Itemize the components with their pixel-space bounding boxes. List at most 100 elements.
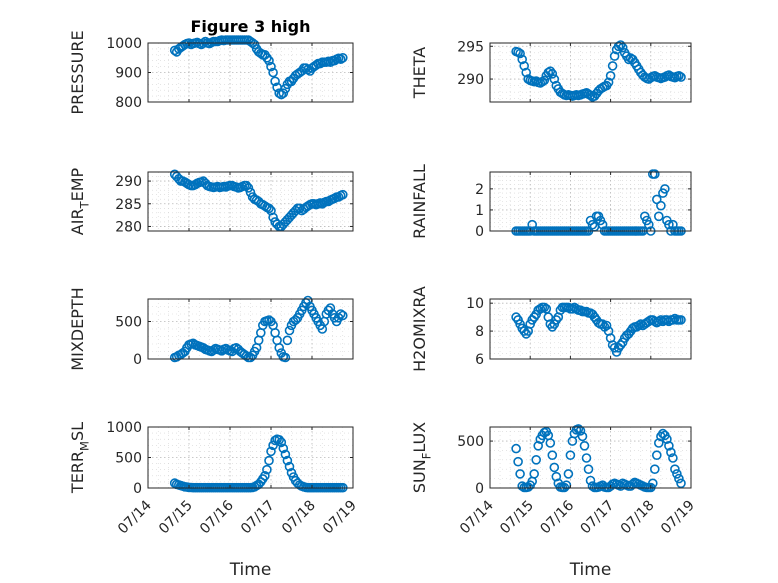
data-point xyxy=(521,67,532,78)
x-tick-label: 07/15 xyxy=(156,498,196,538)
data-point xyxy=(337,52,348,63)
data-point xyxy=(601,320,612,331)
data-point xyxy=(280,352,291,363)
data-point xyxy=(545,66,556,76)
axes-box xyxy=(489,42,692,103)
data-point xyxy=(579,440,590,451)
data-point xyxy=(335,54,346,65)
subplot-2: 290 295 THETA xyxy=(410,39,692,103)
data-point xyxy=(585,90,596,101)
x-tick-label: 07/19 xyxy=(320,498,360,538)
data-point xyxy=(549,74,560,84)
chart-title: Figure 3 high xyxy=(191,17,311,36)
data-point xyxy=(284,461,295,472)
data-point xyxy=(666,447,676,458)
y-axis-label: H2OMIXRA xyxy=(410,286,429,372)
subplot-7: 0 500 1000 07/14 07/15 07/16 07/17 07/18 07/19 TE… xyxy=(68,420,360,580)
data-point xyxy=(676,478,686,489)
data-point xyxy=(249,39,260,50)
data-point xyxy=(543,67,554,78)
data-point xyxy=(264,55,274,66)
data-point xyxy=(549,462,560,473)
data-point xyxy=(664,440,674,451)
data-point xyxy=(662,434,672,445)
data-point xyxy=(513,47,523,58)
subplot-4: 0 1 2 RAINFALL xyxy=(410,164,692,240)
subplot-8: 0 500 07/14 07/15 07/16 07/17 07/18 07/19 SUNFLU… xyxy=(410,422,698,580)
data-point xyxy=(587,219,598,230)
data-point xyxy=(280,449,291,460)
data-point xyxy=(583,464,594,475)
axes-box xyxy=(147,298,354,360)
data-point xyxy=(633,320,644,331)
x-tick-label: 07/19 xyxy=(658,498,698,538)
x-tick-label: 07/16 xyxy=(537,497,577,537)
y-axis-label: SUNFLUX xyxy=(410,422,434,493)
data-point xyxy=(539,75,550,86)
data-point xyxy=(337,189,348,200)
data-point xyxy=(515,48,525,59)
x-tick-label: 07/15 xyxy=(497,498,537,538)
y-tick-label: 285 xyxy=(115,197,142,213)
data-point xyxy=(278,443,289,454)
data-point xyxy=(519,61,530,71)
y-axis-label: AIRTEMP xyxy=(68,167,92,235)
y-axis-label: MIXDEPTH xyxy=(68,287,87,370)
y-axis-label: PRESSURE xyxy=(68,30,87,114)
data-point xyxy=(517,54,528,65)
y-tick-label: 6 xyxy=(475,352,484,368)
data-point xyxy=(282,455,293,466)
data-point xyxy=(551,471,562,482)
data-point xyxy=(335,309,346,319)
axes-box xyxy=(489,298,692,360)
data-point xyxy=(660,184,670,194)
y-tick-label: 500 xyxy=(115,451,142,467)
data-point xyxy=(284,325,295,336)
data-point xyxy=(270,76,280,87)
data-point xyxy=(529,469,540,479)
x-tick-label: 07/18 xyxy=(618,498,658,538)
data-point xyxy=(241,180,252,191)
data-point xyxy=(664,219,674,230)
data-point xyxy=(651,450,662,461)
subplot-3: 280 285 290 AIRTEMP xyxy=(68,167,354,235)
data-point xyxy=(605,71,616,81)
y-tick-label: 290 xyxy=(115,174,142,190)
data-point xyxy=(260,470,270,481)
data-point xyxy=(264,203,274,214)
y-tick-label: 1 xyxy=(475,203,484,219)
y-tick-label: 900 xyxy=(115,66,142,82)
x-tick-label: 07/14 xyxy=(115,497,155,537)
data-point xyxy=(262,464,272,475)
data-point xyxy=(515,469,525,479)
data-point xyxy=(617,42,628,53)
data-point xyxy=(607,61,618,71)
data-point xyxy=(676,72,686,82)
x-tick-label: 07/17 xyxy=(578,498,618,538)
data-point xyxy=(266,446,276,457)
subplot-6: 6 8 10 H2OMIXRA xyxy=(410,286,692,372)
plot-area xyxy=(148,43,353,102)
data-point xyxy=(325,303,336,313)
y-tick-label: 10 xyxy=(466,296,484,312)
y-tick-label: 1000 xyxy=(106,420,142,436)
data-point xyxy=(531,454,542,465)
y-tick-label: 290 xyxy=(457,72,484,88)
data-point xyxy=(672,469,682,479)
y-tick-label: 2 xyxy=(475,182,484,198)
data-point xyxy=(511,443,521,454)
subplot-1: 800 900 1000 PRESSURE Figure 3 high xyxy=(68,17,354,115)
x-tick-label: 07/18 xyxy=(279,498,319,538)
y-axis-label: RAINFALL xyxy=(410,164,429,239)
data-point xyxy=(573,424,584,434)
data-point xyxy=(615,340,626,350)
y-tick-label: 800 xyxy=(115,95,142,111)
data-point xyxy=(268,67,278,78)
data-point xyxy=(274,434,285,445)
y-axis-label: TERRMSL xyxy=(68,422,92,494)
data-point xyxy=(643,219,654,230)
data-point xyxy=(603,77,614,88)
data-point xyxy=(337,310,348,321)
y-tick-label: 280 xyxy=(115,219,142,235)
y-tick-label: 1000 xyxy=(106,36,142,52)
